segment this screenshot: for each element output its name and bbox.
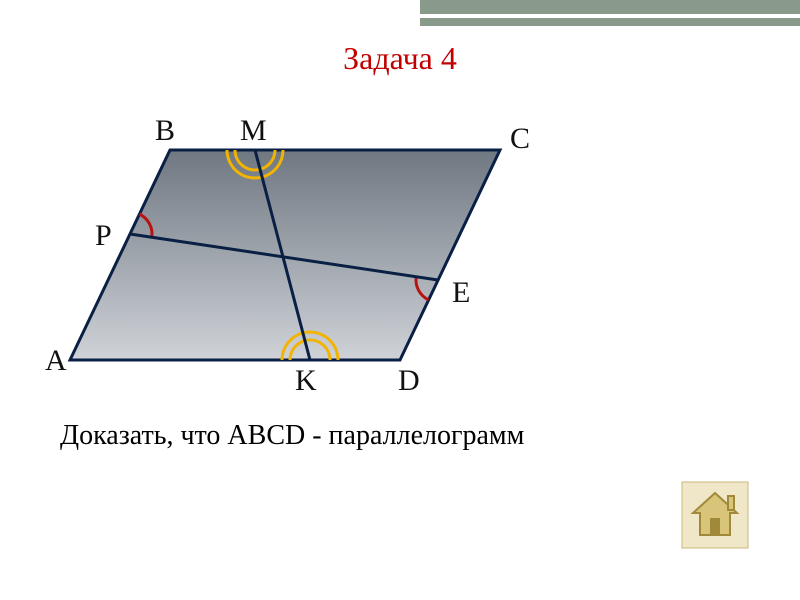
decorative-bar-2 <box>420 18 800 26</box>
svg-text:M: M <box>240 114 267 147</box>
svg-text:B: B <box>155 114 175 147</box>
svg-text:D: D <box>398 364 420 397</box>
parallelogram-diagram: A B C D P M K E <box>20 90 550 410</box>
home-icon <box>680 480 750 550</box>
svg-text:A: A <box>45 344 67 377</box>
decorative-bar-1 <box>420 0 800 14</box>
slide-caption: Доказать, что ABCD - параллелограмм <box>60 420 524 452</box>
slide-title: Задача 4 <box>0 40 800 77</box>
svg-text:E: E <box>452 276 470 309</box>
svg-text:P: P <box>95 219 112 252</box>
home-button[interactable] <box>680 480 750 550</box>
svg-text:C: C <box>510 122 530 155</box>
geometry-figure: A B C D P M K E <box>20 90 550 415</box>
svg-text:K: K <box>295 364 317 397</box>
